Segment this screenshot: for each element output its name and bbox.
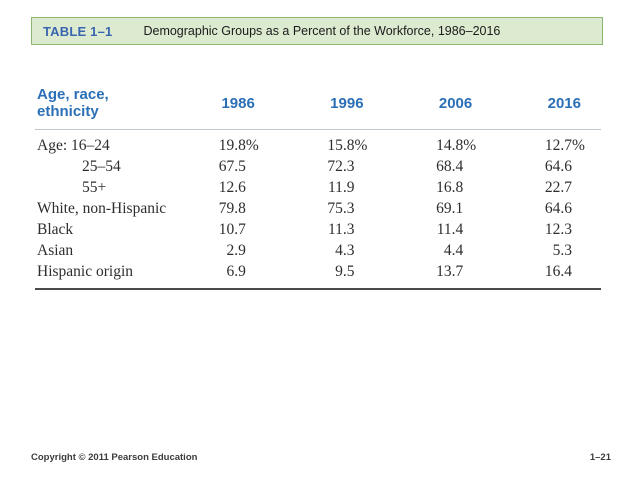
cell-value: 11.9 (327, 179, 355, 196)
percent-suffix: % (572, 137, 585, 154)
row-label: Hispanic origin (37, 263, 133, 280)
percent-suffix: % (354, 137, 368, 154)
row-label: 55+ (82, 179, 107, 196)
cell-value: 12.7% (544, 137, 585, 154)
column-header-2006: 2006 (383, 84, 493, 130)
table-title: Demographic Groups as a Percent of the W… (143, 24, 501, 38)
cell-value: 12.6 (218, 179, 246, 196)
table-row: Black 10.7 11.3 11.4 12.3 (35, 219, 601, 240)
column-header-2016: 2016 (492, 84, 601, 130)
slide-footer: Copyright © 2011 Pearson Education 1–21 (31, 452, 611, 463)
cell-value: 9.5 (335, 263, 355, 280)
column-header-1996: 1996 (274, 84, 384, 130)
table-row: 25–54 67.5 72.3 68.4 64.6 (35, 156, 601, 177)
cell-value: 72.3 (327, 158, 355, 175)
column-header-age-race-ethnicity: Age, race, ethnicity (35, 84, 167, 130)
copyright-text: Copyright © 2011 Pearson Education (31, 452, 198, 463)
cell-value: 16.8 (436, 179, 464, 196)
demographics-table: Age, race, ethnicity 1986 1996 2006 2016… (35, 84, 601, 290)
cell-value: 10.7 (218, 221, 246, 238)
cell-value: 12.3 (544, 221, 572, 238)
cell-value: 68.4 (436, 158, 464, 175)
cell-value: 64.6 (544, 200, 572, 217)
table-row: Asian 2.9 4.3 4.4 5.3 (35, 240, 601, 261)
cell-value: 19.8% (218, 137, 259, 154)
row-label: Asian (37, 242, 74, 259)
cell-value: 5.3 (552, 242, 572, 259)
cell-value: 4.3 (335, 242, 355, 259)
cell-value: 15.8% (327, 137, 368, 154)
cell-value: 79.8 (218, 200, 246, 217)
table-number-label: TABLE 1–1 (43, 23, 113, 39)
cell-value: 2.9 (226, 242, 246, 259)
row-label: 25–54 (82, 158, 121, 175)
row-label: Age: 16–24 (37, 137, 110, 154)
table-header-row: Age, race, ethnicity 1986 1996 2006 2016 (35, 84, 601, 130)
cell-value: 75.3 (327, 200, 355, 217)
table-row: Hispanic origin 6.9 9.5 13.7 16.4 (35, 261, 601, 289)
table-row: 55+ 12.6 11.9 16.8 22.7 (35, 177, 601, 198)
cell-value: 14.8% (436, 137, 477, 154)
cell-value: 64.6 (544, 158, 572, 175)
cell-value: 16.4 (544, 263, 572, 280)
cell-value: 22.7 (544, 179, 572, 196)
table-row: White, non-Hispanic 79.8 75.3 69.1 64.6 (35, 198, 601, 219)
cell-value: 13.7 (436, 263, 464, 280)
percent-suffix: % (463, 137, 477, 154)
cell-value: 6.9 (226, 263, 246, 280)
percent-suffix: % (245, 137, 259, 154)
column-header-1986: 1986 (166, 84, 275, 130)
row-label: White, non-Hispanic (37, 200, 167, 217)
table-row: Age: 16–24 19.8% 15.8% 14.8% 12.7% (35, 130, 601, 157)
cell-value: 69.1 (436, 200, 464, 217)
data-table: Age, race, ethnicity 1986 1996 2006 2016… (35, 84, 601, 290)
cell-value: 4.4 (443, 242, 464, 259)
table-title-bar: TABLE 1–1 Demographic Groups as a Percen… (31, 17, 603, 45)
cell-value: 11.4 (436, 221, 464, 238)
page-number: 1–21 (589, 452, 611, 463)
cell-value: 11.3 (327, 221, 355, 238)
cell-value: 67.5 (218, 158, 246, 175)
row-label: Black (37, 221, 74, 238)
